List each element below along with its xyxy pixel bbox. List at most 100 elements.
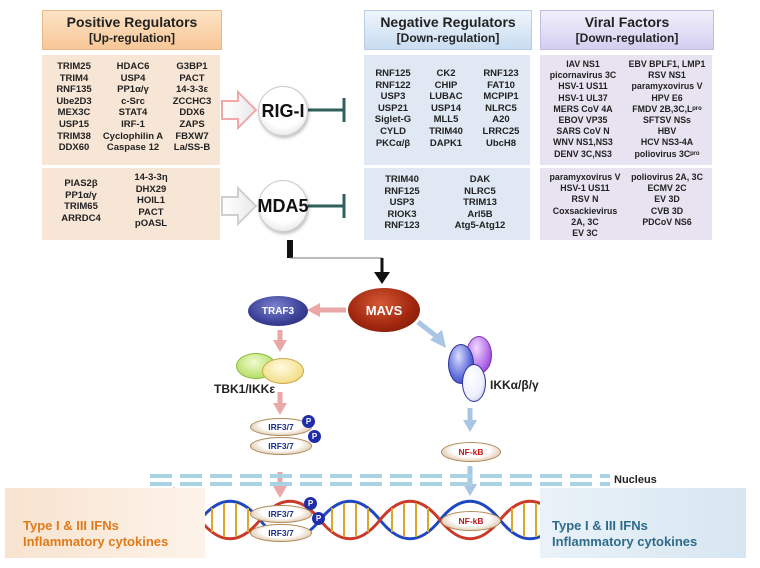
regulator-item: TRIM4 bbox=[59, 72, 89, 84]
regulator-item: RIOK3 bbox=[387, 208, 417, 220]
viral-factors-title: Viral Factors bbox=[584, 14, 670, 30]
regulator-item: PACT bbox=[179, 72, 205, 84]
regulator-item: Atg5-Atg12 bbox=[454, 220, 506, 232]
viral-item: RSV N bbox=[571, 194, 599, 205]
regulator-item: USP4 bbox=[120, 72, 146, 84]
negative-rig-col-2: CK2 CHIP LUBAC USP14 MLL5 TRIM40 DAPK1 bbox=[420, 68, 472, 149]
viral-item: MERS CoV 4A bbox=[553, 103, 613, 114]
viral-factors-subtitle: [Down-regulation] bbox=[575, 31, 679, 45]
nfkb-dna-node: NF-kB bbox=[441, 511, 501, 531]
regulator-item: RNF125 bbox=[384, 185, 420, 197]
viral-rig-col-2: EBV BPLF1, LMP1 RSV NS1 paramyxovirus V HPV… bbox=[624, 59, 710, 160]
tbk1-to-irf-head bbox=[273, 403, 287, 415]
viral-mda5-col-1: paramyxovirus V HSV-1 US11 RSV N Coxsackiev… bbox=[544, 172, 626, 239]
output-right-line2: Inflammatory cytokines bbox=[552, 534, 698, 549]
regulator-item: A20 bbox=[492, 114, 510, 126]
viral-item: RSV NS1 bbox=[648, 70, 686, 81]
nuclear-membrane bbox=[150, 474, 610, 486]
viral-factors-header: Viral Factors [Down-regulation] bbox=[540, 10, 714, 50]
regulator-item: PKCα/β bbox=[375, 137, 411, 149]
regulator-item: La/SS-B bbox=[173, 142, 211, 154]
viral-item: HSV-1 US11 bbox=[560, 183, 610, 194]
viral-item: HCV NS3-4A bbox=[640, 137, 694, 148]
viral-item: SARS CoV N bbox=[556, 126, 610, 137]
regulator-item: CYLD bbox=[380, 125, 406, 137]
output-left-box: Type I & III IFNs Inflammatory cytokines bbox=[5, 488, 205, 558]
irf-dna-bottom: IRF3/7 bbox=[250, 524, 312, 542]
regulator-item: RNF122 bbox=[375, 79, 411, 91]
viral-item: paramyxovirus V bbox=[631, 81, 703, 92]
regulator-item: RNF123 bbox=[384, 220, 420, 232]
irf-bottom: IRF3/7 bbox=[250, 437, 312, 455]
nucleus-label: Nucleus bbox=[614, 474, 657, 486]
phospho-badge: P bbox=[302, 415, 315, 428]
negative-rig-panel bbox=[364, 55, 530, 165]
regulator-item: G3BP1 bbox=[176, 61, 208, 72]
regulator-item: 14-3-3ε bbox=[176, 84, 208, 96]
tbk1-label: TBK1/IKKε bbox=[214, 382, 276, 396]
mavs-to-ikk-shaft bbox=[416, 320, 438, 338]
viral-item: CVB 3D bbox=[650, 205, 684, 216]
regulator-item: c-Src bbox=[121, 95, 145, 107]
viral-item: HSV-1 US11 bbox=[558, 81, 608, 92]
viral-item: 2A, 3C bbox=[571, 216, 599, 227]
regulator-item: RNF123 bbox=[483, 68, 519, 79]
positive-rig-col-1: TRIM25 TRIM4 RNF135 Ube2D3 MEX3C USP15 TRIM38 D… bbox=[48, 61, 100, 154]
regulator-item: PP1α/γ bbox=[117, 84, 149, 96]
negative-rig-col-1: RNF125 RNF122 USP3 USP21 Siglet-G CYLD PKCα/β bbox=[368, 68, 418, 149]
regulator-item: USP15 bbox=[58, 118, 90, 130]
viral-item: SFTSV NSs bbox=[643, 115, 691, 126]
regulator-item: Caspase 12 bbox=[106, 142, 160, 154]
regulator-item: Siglet-G bbox=[374, 114, 412, 126]
ikk-to-nfkb-head bbox=[463, 420, 477, 432]
viral-item: EV 3D bbox=[654, 194, 680, 205]
negative-regulators-subtitle: [Down-regulation] bbox=[396, 31, 500, 45]
regulator-item: DHX29 bbox=[135, 183, 167, 195]
viral-mda5-panel bbox=[540, 168, 712, 240]
regulator-item: TRIM40 bbox=[429, 125, 463, 137]
viral-item: EBOV VP35 bbox=[558, 115, 608, 126]
negative-regulators-header: Negative Regulators [Down-regulation] bbox=[364, 10, 532, 50]
negative-mda5-col-1: TRIM40 RNF125 USP3 RIOK3 RNF123 bbox=[372, 174, 432, 232]
regulator-item: Cyclophilin A bbox=[102, 130, 164, 142]
regulator-item: USP21 bbox=[377, 102, 409, 114]
regulator-item: RNF135 bbox=[56, 84, 92, 96]
viral-item: picornavirus 3C bbox=[549, 70, 617, 81]
regulator-item: ARRDC4 bbox=[61, 212, 101, 224]
regulator-item: DAK bbox=[469, 174, 491, 185]
regulator-item: TRIM25 bbox=[57, 61, 91, 72]
regulator-item: MCPIP1 bbox=[483, 91, 519, 103]
regulator-item: TRIM38 bbox=[57, 130, 91, 142]
regulator-item: STAT4 bbox=[118, 107, 148, 119]
phospho-badge: P bbox=[304, 497, 317, 510]
regulator-item: ZAPS bbox=[179, 118, 205, 130]
regulator-item: NLRC5 bbox=[464, 185, 496, 197]
mda5-node: MDA5 bbox=[258, 180, 309, 232]
regulator-item: USP3 bbox=[389, 197, 415, 209]
regulator-item: FBXW7 bbox=[175, 130, 209, 142]
positive-mda5-col-1: PIAS2β PP1α/γ TRIM65 ARRDC4 bbox=[50, 178, 112, 224]
irf-dna-top: IRF3/7 bbox=[250, 505, 312, 523]
phospho-badge: P bbox=[308, 430, 321, 443]
mda5-to-mavs-bar bbox=[287, 240, 293, 258]
regulator-item: DDX6 bbox=[179, 107, 205, 119]
regulator-item: LUBAC bbox=[429, 91, 463, 103]
regulator-item: pOASL bbox=[134, 218, 168, 230]
positive-rig-panel bbox=[42, 55, 220, 165]
traf3-node: TRAF3 bbox=[248, 296, 308, 326]
positive-regulators-title: Positive Regulators bbox=[66, 14, 198, 30]
regulator-item: FAT10 bbox=[487, 79, 515, 91]
viral-item: poliovirus 3Cᵖʳᵒ bbox=[634, 148, 700, 159]
viral-item: HBV bbox=[657, 126, 677, 137]
negative-mda5-panel bbox=[364, 168, 530, 240]
nfkb-to-nucleus-head bbox=[463, 484, 477, 496]
regulator-item: DAPK1 bbox=[429, 137, 463, 149]
viral-item: PDCoV NS6 bbox=[642, 216, 692, 227]
mavs-to-traf3-head bbox=[307, 303, 320, 317]
regulator-item: 14-3-3η bbox=[134, 172, 168, 183]
rig-i-node: RIG-I bbox=[258, 86, 308, 136]
viral-item: DENV 3C,NS3 bbox=[554, 148, 612, 159]
phospho-badge: P bbox=[312, 512, 325, 525]
regulator-item: PIAS2β bbox=[64, 178, 98, 189]
traf3-to-tbk1-head bbox=[273, 340, 287, 352]
